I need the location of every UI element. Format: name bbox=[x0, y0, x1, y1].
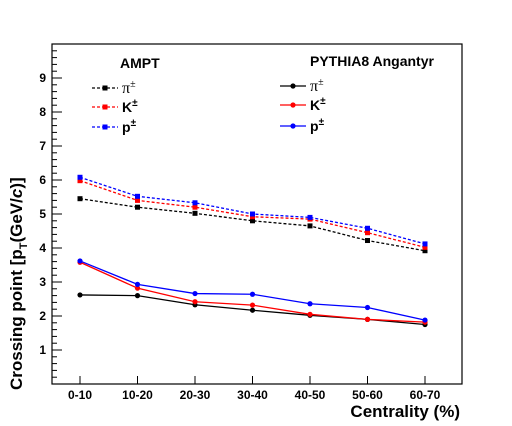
data-point-pythia-2 bbox=[422, 317, 428, 323]
data-point-pythia-2 bbox=[134, 281, 141, 287]
data-point-pythia-2 bbox=[307, 301, 313, 307]
data-point-ampt-0 bbox=[77, 196, 83, 202]
x-axis-title: Centrality (%) bbox=[350, 402, 460, 421]
series-line-ampt-2 bbox=[79, 176, 426, 245]
data-point-ampt-0 bbox=[422, 248, 428, 254]
y-axis-title: Crossing point [pT(GeV/c)] bbox=[7, 177, 30, 390]
data-point-pythia-2 bbox=[77, 258, 83, 264]
y-tick-label: 9 bbox=[39, 71, 46, 85]
legend-label: p± bbox=[122, 118, 137, 135]
data-point-pythia-0 bbox=[77, 292, 83, 298]
legend-marker bbox=[102, 104, 108, 110]
data-point-ampt-2 bbox=[250, 211, 255, 217]
legend-marker bbox=[102, 85, 108, 91]
legend-marker bbox=[290, 123, 296, 129]
y-tick-label: 5 bbox=[39, 207, 46, 221]
y-tick-label: 2 bbox=[39, 309, 46, 323]
data-point-ampt-0 bbox=[192, 210, 198, 216]
data-point-pythia-0 bbox=[249, 307, 256, 313]
data-point-ampt-2 bbox=[307, 214, 313, 220]
data-point-pythia-1 bbox=[134, 285, 141, 291]
y-tick-label: 7 bbox=[39, 139, 46, 153]
legend-header-pythia: PYTHIA8 Angantyr bbox=[310, 53, 434, 69]
data-point-ampt-1 bbox=[77, 178, 83, 184]
data-point-ampt-1 bbox=[192, 204, 198, 210]
legend-label: π± bbox=[310, 77, 324, 95]
y-tick-label: 3 bbox=[39, 275, 46, 289]
x-tick-label: 60-70 bbox=[410, 388, 441, 402]
data-point-ampt-2 bbox=[192, 200, 198, 206]
data-point-ampt-2 bbox=[135, 193, 140, 199]
y-axis-title-c: c bbox=[7, 188, 26, 198]
y-tick-label: 8 bbox=[39, 105, 46, 119]
legend-label: p± bbox=[310, 117, 325, 134]
legend-label: K± bbox=[122, 98, 138, 115]
y-tick-label: 1 bbox=[39, 343, 46, 357]
y-axis-title-sub: T bbox=[18, 242, 30, 249]
x-tick-label: 40-50 bbox=[295, 388, 326, 402]
legend-marker bbox=[290, 102, 296, 108]
data-point-ampt-0 bbox=[250, 218, 255, 224]
x-tick-label: 20-30 bbox=[180, 388, 211, 402]
legend-header-ampt: AMPT bbox=[120, 55, 160, 71]
data-point-pythia-1 bbox=[307, 311, 313, 317]
legend-marker bbox=[102, 124, 108, 130]
data-point-ampt-1 bbox=[422, 244, 428, 250]
data-point-ampt-1 bbox=[135, 197, 140, 203]
data-point-pythia-1 bbox=[192, 299, 198, 305]
data-point-ampt-0 bbox=[135, 204, 140, 210]
legend-label: K± bbox=[310, 96, 326, 113]
data-point-ampt-2 bbox=[422, 241, 428, 247]
series-layer bbox=[77, 174, 428, 328]
data-point-pythia-1 bbox=[364, 316, 371, 322]
x-tick-label: 30-40 bbox=[237, 388, 268, 402]
data-point-pythia-2 bbox=[249, 291, 256, 297]
y-axis: 1 2 3 4 5 6 7 8 9 bbox=[39, 43, 62, 385]
data-point-ampt-0 bbox=[307, 223, 313, 229]
y-tick-label: 6 bbox=[39, 173, 46, 187]
x-tick-label: 0-10 bbox=[68, 388, 92, 402]
y-axis-title-end: )] bbox=[7, 177, 26, 188]
x-tick-label: 50-60 bbox=[352, 388, 383, 402]
y-axis-title-rest: (GeV/ bbox=[7, 198, 26, 243]
data-point-pythia-2 bbox=[192, 290, 198, 297]
data-point-ampt-1 bbox=[365, 230, 370, 236]
legend-label: π± bbox=[122, 79, 136, 97]
data-point-pythia-1 bbox=[249, 302, 256, 308]
data-point-ampt-2 bbox=[365, 225, 370, 231]
data-point-ampt-0 bbox=[365, 238, 370, 244]
data-point-ampt-2 bbox=[77, 174, 83, 180]
y-tick-label: 4 bbox=[39, 241, 46, 255]
legend-marker bbox=[290, 83, 296, 89]
x-axis: 0-10 10-20 20-30 30-40 40-50 50-60 60-70 bbox=[68, 376, 441, 402]
data-point-pythia-2 bbox=[364, 304, 371, 311]
y-axis-title-main: Crossing point [p bbox=[7, 249, 26, 390]
series-line-ampt-0 bbox=[79, 198, 426, 252]
x-tick-label: 10-20 bbox=[122, 388, 153, 402]
data-point-ampt-1 bbox=[250, 214, 255, 220]
data-point-pythia-0 bbox=[134, 293, 141, 299]
